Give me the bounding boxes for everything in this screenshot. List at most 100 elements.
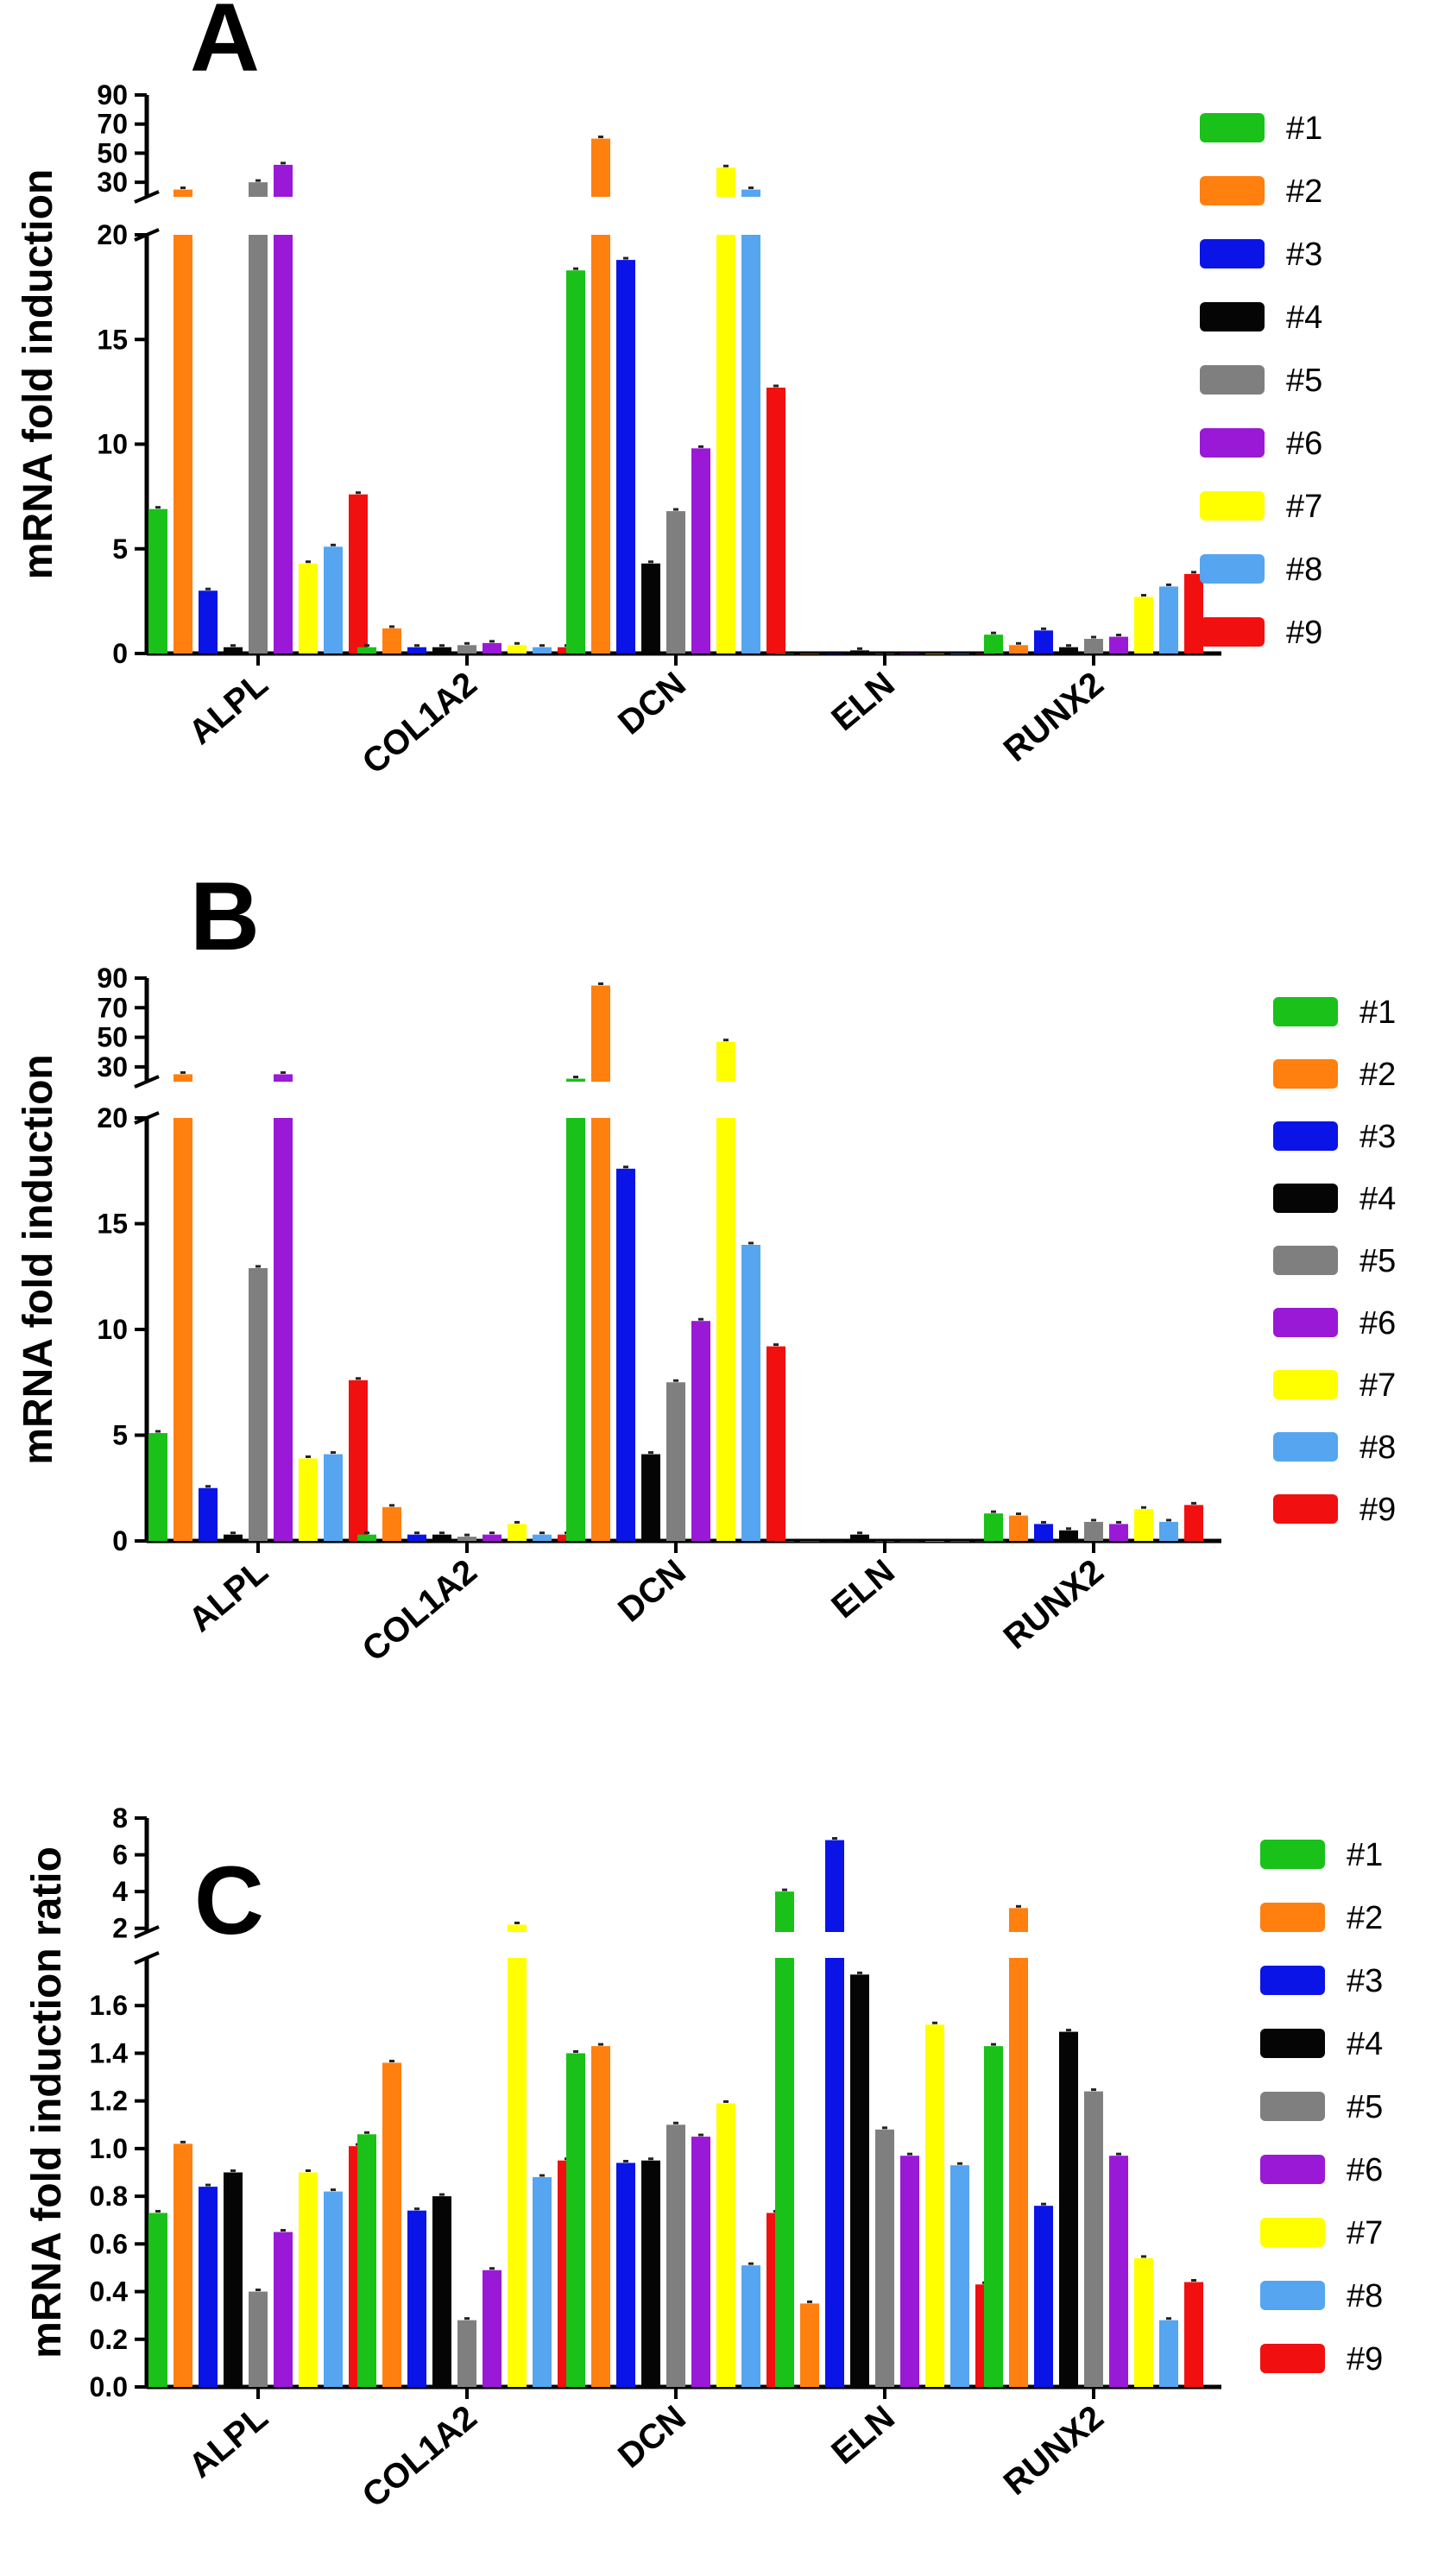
- x-tick-label: DCN: [611, 2398, 693, 2475]
- bar-runx2-s3: [1034, 1524, 1053, 1541]
- bar-runx2-s5: [1084, 2091, 1103, 2387]
- y-tick-label: 20: [97, 1102, 128, 1133]
- bar-upper-dcn-s2: [591, 138, 610, 197]
- x-tick-label: ELN: [824, 665, 902, 738]
- legend-label: #8: [1359, 1430, 1396, 1466]
- bar-alpl-s6: [274, 2232, 293, 2387]
- bar-upper-eln-s1: [775, 1891, 794, 1932]
- bar-alpl-s5: [249, 1267, 268, 1541]
- y-tick-label: 0.0: [90, 2371, 128, 2402]
- y-tick-label: 30: [97, 167, 128, 198]
- legend-label: #7: [1347, 2215, 1383, 2251]
- legend-label: #9: [1347, 2341, 1383, 2377]
- legend-label: #2: [1359, 1057, 1396, 1093]
- bar-runx2-s7: [1134, 597, 1153, 653]
- legend-label: #5: [1286, 363, 1322, 399]
- bar-runx2-s3: [1034, 630, 1053, 653]
- bar-eln-s4: [850, 650, 869, 653]
- y-axis-label: mRNA fold induction: [16, 169, 61, 579]
- legend-swatch: [1200, 176, 1265, 205]
- legend-label: #5: [1347, 2089, 1383, 2125]
- bar-runx2-s2: [1009, 1958, 1028, 2387]
- bar-runx2-s7: [1134, 1509, 1153, 1541]
- y-tick-label: 0.2: [90, 2324, 128, 2355]
- bar-col1a2-s8: [533, 1534, 552, 1541]
- bar-dcn-s6: [691, 448, 710, 653]
- bar-col1a2-s1: [357, 647, 376, 653]
- bar-dcn-s4: [641, 1454, 660, 1541]
- bar-alpl-s3: [199, 1487, 218, 1541]
- bar-upper-alpl-s5: [249, 182, 268, 197]
- bar-col1a2-s6: [483, 1534, 502, 1541]
- y-tick-label: 5: [112, 1420, 128, 1451]
- legend-label: #2: [1286, 174, 1322, 210]
- bar-dcn-s1: [566, 270, 585, 653]
- x-tick-label: COL1A2: [356, 665, 484, 781]
- bar-col1a2-s2: [382, 2062, 401, 2387]
- legend-label: #5: [1359, 1243, 1396, 1279]
- bar-runx2-s2: [1009, 1515, 1028, 1541]
- bar-col1a2-s5: [457, 2320, 476, 2387]
- legend-label: #4: [1347, 2026, 1383, 2062]
- bar-alpl-s1: [148, 1433, 167, 1541]
- legend-swatch: [1273, 1059, 1338, 1089]
- bar-alpl-s2: [173, 235, 192, 653]
- bar-alpl-s4: [224, 1534, 243, 1541]
- legend-swatch: [1200, 428, 1265, 458]
- bar-alpl-s8: [324, 546, 343, 653]
- x-tick-label: RUNX2: [997, 2398, 1111, 2503]
- bar-col1a2-s4: [432, 2196, 451, 2387]
- bar-upper-alpl-s6: [274, 164, 293, 197]
- legend-swatch: [1273, 1121, 1338, 1151]
- bar-eln-s2: [800, 1541, 819, 1542]
- y-tick-label: 50: [97, 137, 128, 168]
- bar-upper-runx2-s2: [1009, 1908, 1028, 1932]
- legend-label: #1: [1347, 1837, 1383, 1873]
- x-tick-label: DCN: [611, 665, 693, 742]
- bar-col1a2-s5: [457, 645, 476, 653]
- y-tick-label: 1.2: [90, 2086, 128, 2117]
- bar-alpl-s5: [249, 235, 268, 653]
- panel-letter: A: [190, 0, 260, 92]
- bar-eln-s3: [825, 1958, 844, 2387]
- axis-break-mark: [134, 1075, 160, 1089]
- bar-col1a2-s1: [357, 1534, 376, 1541]
- bar-dcn-s4: [641, 2160, 660, 2387]
- bar-runx2-s8: [1159, 2320, 1178, 2387]
- bar-runx2-s9: [1184, 573, 1203, 653]
- legend-label: #6: [1286, 426, 1322, 462]
- bar-runx2-s9: [1184, 2282, 1203, 2387]
- bar-runx2-s1: [984, 2046, 1003, 2387]
- legend-swatch: [1260, 1903, 1325, 1932]
- bar-upper-alpl-s6: [274, 1074, 293, 1082]
- y-tick-label: 1.0: [90, 2133, 128, 2164]
- bar-eln-s2: [800, 653, 819, 654]
- bar-runx2-s5: [1084, 639, 1103, 653]
- y-axis-label: mRNA fold induction ratio: [24, 1847, 70, 2358]
- y-tick-label: 20: [97, 219, 128, 250]
- legend-label: #4: [1359, 1181, 1396, 1217]
- bar-col1a2-s1: [357, 2134, 376, 2387]
- y-tick-label: 30: [97, 1051, 128, 1083]
- legend-label: #3: [1347, 1963, 1383, 1999]
- bar-col1a2-s3: [407, 2210, 426, 2387]
- bar-col1a2-s8: [533, 647, 552, 653]
- x-tick-label: DCN: [611, 1552, 693, 1629]
- bar-dcn-s6: [691, 1321, 710, 1541]
- legend-swatch: [1200, 491, 1265, 521]
- x-tick-label: COL1A2: [356, 2398, 484, 2515]
- bar-col1a2-s7: [508, 1958, 527, 2387]
- bar-upper-alpl-s2: [173, 1074, 192, 1082]
- bar-runx2-s4: [1059, 1530, 1078, 1541]
- y-axis-label: mRNA fold induction: [16, 1054, 61, 1464]
- bar-alpl-s7: [299, 563, 318, 653]
- bar-upper-dcn-s8: [741, 189, 760, 197]
- legend-swatch: [1273, 1308, 1338, 1337]
- bar-alpl-s9: [349, 494, 368, 653]
- bar-alpl-s1: [148, 508, 167, 653]
- legend-swatch: [1273, 1370, 1338, 1399]
- x-tick-label: RUNX2: [997, 665, 1111, 769]
- bar-col1a2-s5: [457, 1537, 476, 1541]
- legend-swatch: [1273, 997, 1338, 1026]
